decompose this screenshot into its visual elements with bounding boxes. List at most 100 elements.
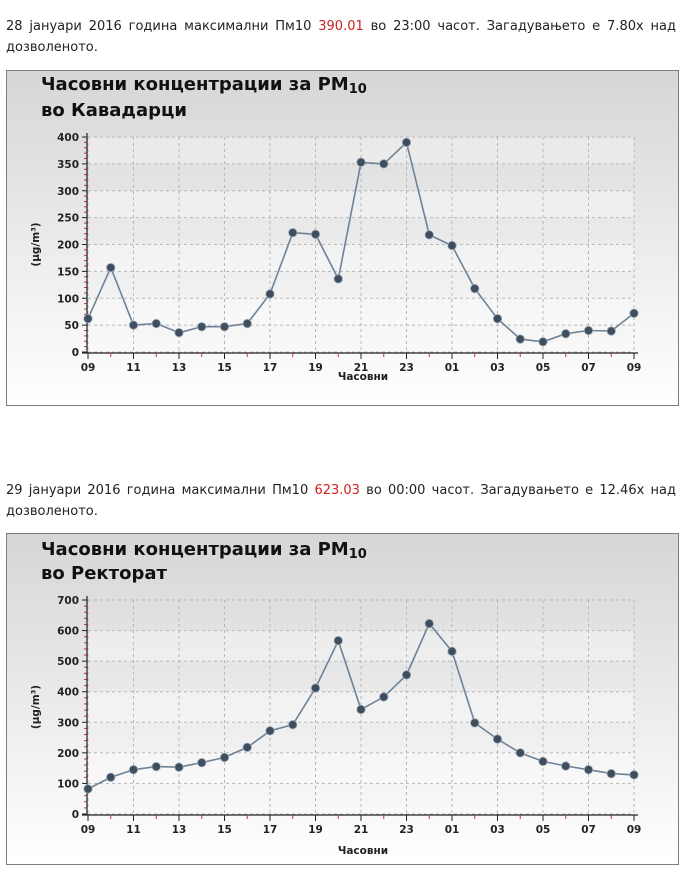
chart-1-data-point [379,159,389,169]
chart-2-data-point [470,718,480,728]
chart-2-x-tick-label: 03 [490,824,505,836]
chart-1-data-point [356,157,366,167]
chart-1-data-point [83,314,93,324]
chart-1-data-point [333,274,343,284]
chart-2-data-point [310,683,321,693]
chart-1-data-point [219,322,230,332]
chart-1-data-point [174,328,184,338]
section-2-max-value: 623.03 [314,483,360,498]
chart-1-data-point [629,308,639,318]
chart-2-x-tick-label: 09 [81,824,96,836]
chart-2-y-tick-label: 600 [57,626,79,638]
chart-1-x-tick-label: 09 [81,362,96,374]
chart-2-data-point [333,636,343,646]
chart-1-title-subscript: 10 [349,82,367,97]
chart-2-title-location: во Ректорат [41,563,167,584]
chart-2-x-axis-label: Часовни [338,845,388,857]
chart-1-y-tick-label: 400 [57,132,79,144]
chart-1-data-point [606,326,616,336]
chart-2-data-point [515,748,525,758]
chart-1-title: Часовни концентрации за PM10 [41,74,367,97]
chart-2-x-tick-label: 17 [263,824,278,836]
chart-1-data-point [288,228,298,238]
chart-1-data-point [242,318,252,329]
chart-2-y-tick-label: 300 [57,717,79,729]
chart-1-title-location: во Кавадарци [41,100,187,121]
chart-2-data-point [583,765,594,775]
chart-1-x-tick-label: 11 [126,362,141,374]
chart-1-x-tick-label: 07 [581,362,596,374]
chart-1-data-point [265,289,275,299]
chart-1-data-point [424,230,434,240]
chart-1-y-tick-label: 200 [57,240,79,252]
chart-2-y-tick-label: 0 [72,809,79,821]
section-1-text-after: во 23:00 часот. Загадувањето е 7.80x над… [6,19,676,55]
chart-2-data-point [606,769,616,779]
chart-2-x-tick-label: 09 [627,824,642,836]
section-2-text-before: 29 јануари 2016 година максимални Пм10 [6,483,309,498]
chart-2-data-point [219,752,230,763]
chart-2-data-point [288,720,298,730]
chart-2-title: Часовни концентрации за PM10 [41,539,367,562]
chart-2-data-point [197,758,207,768]
chart-2-x-tick-label: 13 [172,824,187,836]
chart-2-y-axis-label: (μg/m³) [30,685,42,729]
chart-1-y-tick-label: 300 [57,186,79,198]
chart-1-data-point [447,240,457,251]
chart-1-data-point [561,329,571,339]
chart-1-data-point [515,334,525,344]
chart-1-x-axis-label: Часовни [338,371,388,383]
chart-1-y-tick-label: 150 [57,266,79,278]
chart-2-data-point [242,742,252,752]
chart-2-data-point [401,670,412,680]
chart-1-y-axis-label: (μg/m³) [30,222,42,266]
chart-2-y-tick-label: 400 [57,687,79,699]
chart-2-background [7,534,678,864]
chart-2-data-point [106,772,116,782]
chart-1-background [7,71,678,405]
chart-1-data-point [197,322,207,332]
chart-1-x-tick-label: 05 [536,362,551,374]
section-2-description: 29 јануари 2016 година максимални Пм10 6… [6,480,676,522]
chart-1-data-point [106,263,116,273]
chart-2-data-point [629,770,639,780]
chart-1-y-tick-label: 250 [57,213,79,225]
chart-1-svg: Часовни концентрации за PM10 во Кавадарци… [7,71,678,405]
chart-2-x-tick-label: 23 [399,824,414,836]
chart-2-x-tick-label: 05 [536,824,551,836]
chart-2-data-point [356,704,366,715]
chart-1-x-tick-label: 21 [354,362,369,374]
chart-1-x-tick-label: 19 [308,362,323,374]
chart-1-data-point [492,314,503,324]
chart-2-x-tick-label: 11 [126,824,141,836]
chart-1-data-point [538,337,548,347]
chart-2-data-point [83,784,93,794]
section-1-description: 28 јануари 2016 година максимални Пм10 3… [6,16,676,58]
chart-2-data-point [128,765,139,775]
chart-1-y-tick-label: 350 [57,159,79,171]
chart-2-y-tick-label: 100 [57,778,79,790]
chart-2: Часовни концентрации за PM10 во Ректорат 0… [6,533,679,865]
chart-2-data-point [538,756,548,767]
chart-1-data-point [310,229,321,239]
chart-2-x-tick-label: 19 [308,824,323,836]
section-2-text-after: во 00:00 часот. Загадувањето е 12.46x на… [6,483,676,519]
chart-1-x-tick-label: 23 [399,362,414,374]
chart-2-data-point [174,762,184,772]
chart-1-data-point [470,283,480,294]
chart-2-x-tick-label: 07 [581,824,596,836]
chart-1-x-tick-label: 13 [172,362,187,374]
chart-2-y-tick-label: 200 [57,748,79,760]
chart-2-data-point [379,692,389,702]
chart-2-x-tick-label: 21 [354,824,369,836]
chart-2-data-point [424,618,434,629]
chart-1: Часовни концентрации за PM10 во Кавадарци… [6,70,679,406]
chart-1-data-point [401,137,412,147]
chart-2-data-point [151,762,161,772]
section-1-text-before: 28 јануари 2016 година максимални Пм10 [6,19,312,34]
chart-2-title-subscript: 10 [349,547,367,562]
chart-2-data-point [265,726,275,736]
chart-1-x-tick-label: 09 [627,362,642,374]
chart-2-data-point [447,646,457,656]
